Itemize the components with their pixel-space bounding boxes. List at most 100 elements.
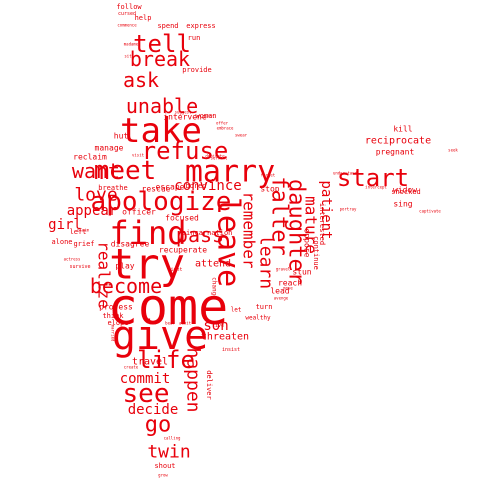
cloud-word: create — [124, 365, 139, 370]
cloud-word: become — [90, 274, 162, 298]
cloud-word: falter — [267, 176, 292, 255]
cloud-word: intercept — [365, 185, 387, 190]
cloud-word: right — [167, 267, 182, 273]
cloud-word: sit — [124, 54, 132, 59]
cloud-word: meet — [94, 156, 157, 186]
cloud-word: manage — [95, 144, 124, 153]
cloud-word: commit — [120, 371, 171, 387]
cloud-word: hut — [114, 132, 129, 141]
cloud-word: refuse — [142, 137, 229, 165]
cloud-word: go — [145, 413, 172, 438]
cloud-word: cursed — [118, 11, 136, 17]
cloud-word: stop — [260, 185, 279, 194]
cloud-word: twin — [147, 442, 190, 463]
cloud-word: decide — [128, 402, 179, 418]
cloud-word: express — [186, 22, 216, 30]
cloud-word: convince — [174, 178, 241, 194]
cloud-word: continue — [312, 236, 320, 270]
cloud-word: embrace — [217, 126, 234, 131]
cloud-word: mature — [302, 196, 321, 254]
cloud-word: reciprocate — [365, 136, 431, 147]
cloud-word: tell — [133, 30, 191, 58]
cloud-word: turn — [256, 303, 273, 311]
cloud-word: live — [212, 323, 224, 329]
cloud-word: interested — [318, 203, 326, 245]
cloud-word: let — [231, 307, 242, 314]
cloud-word: portray — [340, 207, 357, 212]
cloud-word: visit — [132, 153, 145, 158]
cloud-word: profess — [99, 303, 133, 312]
cloud-word: want — [72, 159, 120, 183]
cloud-word: offer — [216, 121, 229, 126]
cloud-word: survive — [69, 264, 90, 270]
cloud-word: give — [112, 313, 208, 359]
cloud-word: attend — [195, 259, 231, 270]
cloud-word: appear — [67, 203, 118, 219]
cloud-word: breathe — [98, 184, 128, 192]
cloud-word: grief — [73, 240, 94, 248]
cloud-word: hit — [207, 114, 215, 119]
cloud-word: daughter — [284, 179, 309, 285]
cloud-word: captivate — [419, 209, 441, 214]
cloud-word: recuperate — [159, 246, 207, 255]
cloud-word: rescue — [142, 185, 171, 194]
cloud-word: bored — [185, 182, 206, 190]
cloud-word: admit — [179, 321, 192, 326]
cloud-word: servant — [211, 156, 228, 161]
cloud-word: deliver — [205, 370, 213, 400]
cloud-word: bear — [165, 321, 175, 326]
cloud-word: shout — [154, 462, 175, 470]
cloud-word: reclaim — [73, 153, 107, 162]
cloud-word: apologize — [91, 187, 232, 217]
cloud-word: follow — [116, 3, 142, 11]
cloud-word: left — [70, 228, 87, 236]
cloud-word: come — [108, 278, 228, 336]
cloud-word: avenge — [274, 296, 289, 301]
cloud-word: lead — [270, 287, 289, 296]
cloud-word: run — [188, 34, 201, 42]
cloud-word: stun — [292, 268, 311, 277]
cloud-word: happen — [183, 347, 204, 412]
cloud-word: sing — [393, 200, 412, 209]
cloud-word: disagree — [111, 240, 150, 249]
cloud-word: officer — [122, 208, 156, 217]
cloud-word: commence — [117, 23, 137, 28]
cloud-word: remember — [240, 191, 259, 268]
cloud-word: marry — [185, 155, 275, 190]
cloud-word: see — [123, 379, 170, 409]
cloud-word: travel — [132, 357, 168, 368]
cloud-word: try — [109, 240, 185, 289]
cloud-word: dominate — [205, 154, 225, 159]
cloud-word: learn — [256, 235, 277, 289]
cloud-word: oppose — [303, 229, 312, 258]
cloud-word: play — [115, 262, 134, 271]
cloud-word: provide — [182, 66, 212, 74]
cloud-word: start — [337, 164, 409, 192]
cloud-word: ask — [123, 68, 159, 92]
cloud-word: reincarnation — [178, 229, 233, 237]
cloud-word: find — [109, 214, 186, 252]
cloud-word: actress — [64, 257, 81, 262]
cloud-word: forget — [261, 173, 276, 178]
cloud-word: realize — [95, 241, 114, 308]
cloud-word: love — [74, 185, 117, 206]
cloud-word: patient — [318, 180, 334, 239]
cloud-word: pregnant — [376, 148, 415, 157]
cloud-word: change — [211, 277, 218, 299]
cloud-word: seek — [448, 148, 458, 153]
cloud-word: son — [203, 318, 228, 334]
cloud-word: help — [135, 14, 152, 22]
cloud-word: insist — [222, 347, 240, 353]
cloud-word: kill — [393, 125, 412, 134]
cloud-word: move — [283, 286, 293, 291]
cloud-word: gravel — [276, 267, 291, 272]
cloud-word: think — [102, 312, 124, 320]
cloud-word: escape — [156, 183, 185, 192]
cloud-word: threaten — [201, 332, 249, 343]
cloud-word: alone — [51, 238, 72, 246]
cloud-word: married — [111, 325, 116, 342]
cloud-word: calling — [164, 436, 181, 441]
cloud-word: grow — [158, 473, 168, 478]
